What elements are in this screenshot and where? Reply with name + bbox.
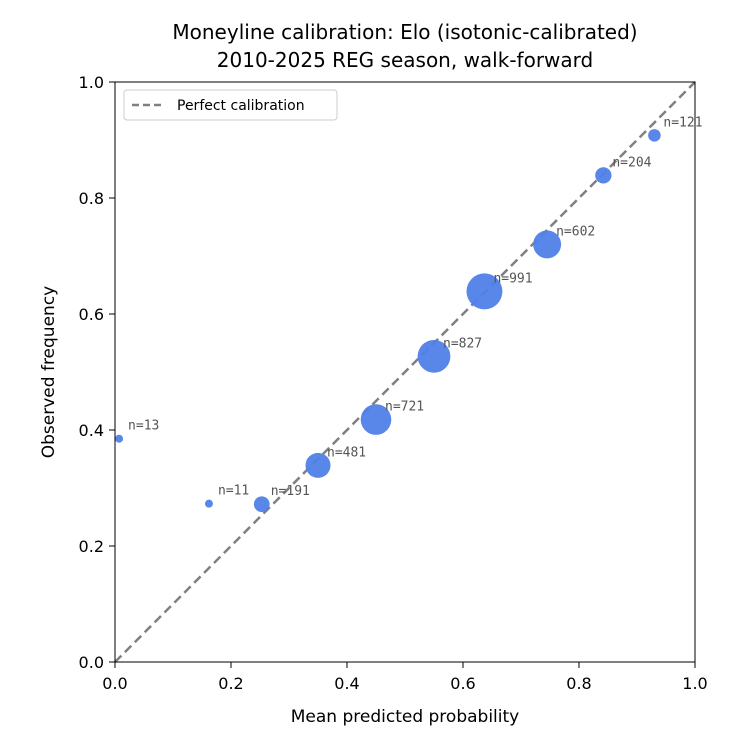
plot-frame <box>114 81 696 663</box>
data-point <box>533 230 562 259</box>
point-annotation: n=827 <box>443 336 482 351</box>
data-point <box>466 273 503 310</box>
point-annotation: n=602 <box>556 224 595 239</box>
point-annotation: n=481 <box>327 445 366 460</box>
data-point <box>115 434 124 443</box>
x-axis-label: Mean predicted probability <box>291 707 519 727</box>
data-point <box>417 339 451 373</box>
y-tick-label: 0.0 <box>79 653 104 672</box>
y-tick-label: 1.0 <box>79 73 104 92</box>
x-tick-label: 0.8 <box>566 674 591 693</box>
point-annotation: n=121 <box>663 115 702 130</box>
legend-box <box>123 89 338 121</box>
y-axis-label: Observed frequency <box>39 286 59 458</box>
point-annotation: n=721 <box>385 400 424 415</box>
data-point <box>360 404 392 435</box>
point-annotation: n=991 <box>493 271 532 286</box>
y-tick-label: 0.2 <box>79 537 104 556</box>
point-annotation: n=191 <box>271 484 310 499</box>
data-point <box>253 496 270 513</box>
legend: Perfect calibration <box>123 89 338 121</box>
data-point <box>595 167 612 184</box>
data-point <box>204 499 213 508</box>
x-tick-label: 0.4 <box>334 674 359 693</box>
data-point <box>648 129 661 142</box>
chart-title: Moneyline calibration: Elo (isotonic-cal… <box>172 20 638 44</box>
legend-entry-perfect-calibration: Perfect calibration <box>177 98 305 114</box>
x-tick-label: 0.6 <box>450 674 475 693</box>
y-tick-label: 0.4 <box>79 421 104 440</box>
perfect-calibration-line <box>114 81 696 663</box>
x-tick-label: 0.2 <box>218 674 243 693</box>
point-annotation: n=13 <box>128 419 159 434</box>
x-tick-label: 1.0 <box>682 674 707 693</box>
chart-subtitle: 2010-2025 REG season, walk-forward <box>216 48 594 72</box>
point-annotation: n=204 <box>612 155 651 170</box>
point-annotation: n=11 <box>218 484 249 499</box>
y-tick-label: 0.6 <box>79 305 104 324</box>
x-tick-label: 0.0 <box>102 674 127 693</box>
data-point <box>305 452 331 478</box>
y-tick-label: 0.8 <box>79 189 104 208</box>
